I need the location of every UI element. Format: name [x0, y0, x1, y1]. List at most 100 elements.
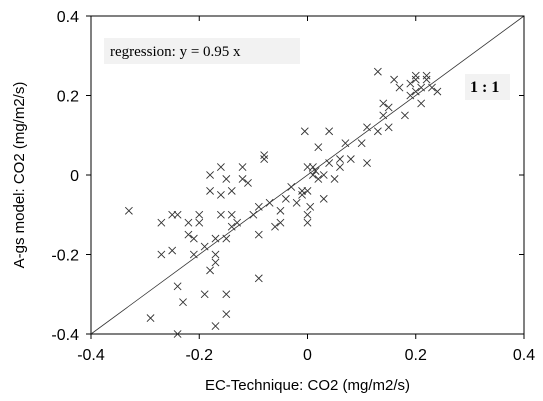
- data-point: [254, 202, 263, 211]
- data-point: [411, 71, 420, 80]
- data-point: [384, 103, 393, 112]
- data-point: [357, 139, 366, 148]
- data-point: [227, 222, 236, 231]
- data-point: [206, 171, 214, 179]
- data-point: [200, 242, 209, 251]
- data-point: [206, 186, 214, 195]
- data-point: [417, 83, 426, 92]
- data-point: [211, 258, 220, 267]
- y-tick-label: 0.2: [57, 89, 79, 106]
- y-tick-label: 0.4: [57, 9, 79, 26]
- data-point: [168, 246, 177, 255]
- data-point: [300, 127, 309, 136]
- data-point: [325, 159, 334, 167]
- data-point: [184, 230, 193, 239]
- data-point: [222, 290, 231, 299]
- data-point: [428, 83, 436, 92]
- data-point: [363, 123, 371, 132]
- data-point: [195, 210, 204, 219]
- data-point: [306, 202, 315, 211]
- x-tick-label: 0.4: [513, 347, 535, 364]
- data-point: [222, 310, 231, 319]
- data-point: [189, 250, 198, 259]
- data-point: [319, 171, 328, 179]
- data-point: [211, 234, 220, 243]
- data-point: [173, 330, 182, 338]
- data-point: [401, 111, 409, 120]
- data-point: [379, 111, 388, 120]
- x-tick-label: 0: [303, 347, 312, 364]
- data-point: [373, 67, 382, 76]
- y-axis-title: A-gs model: CO2 (mg/m2/s): [11, 82, 28, 269]
- regression-annotation: regression: y = 0.95 x: [110, 44, 241, 60]
- data-point: [308, 163, 317, 171]
- data-point: [363, 159, 371, 167]
- y-tick-label: -0.2: [51, 248, 79, 265]
- data-point: [287, 183, 296, 191]
- data-point: [281, 194, 290, 203]
- data-point: [276, 206, 285, 215]
- data-point: [254, 230, 263, 239]
- x-axis-ticks: -0.4 -0.2 0 0.2 0.4: [77, 16, 535, 364]
- data-point: [157, 218, 166, 227]
- data-point: [184, 218, 193, 227]
- data-point: [271, 222, 279, 231]
- data-point: [222, 234, 231, 243]
- data-point: [260, 155, 269, 164]
- data-point: [406, 91, 415, 100]
- x-tick-label: -0.2: [185, 347, 213, 364]
- data-point: [238, 175, 247, 183]
- data-point: [124, 206, 133, 215]
- data-point: [411, 75, 420, 84]
- data-point: [319, 194, 328, 203]
- data-point: [390, 75, 399, 84]
- data-point: [173, 210, 182, 219]
- data-point: [222, 175, 231, 183]
- data-point: [195, 218, 204, 227]
- data-point: [311, 167, 320, 175]
- x-tick-label: -0.4: [77, 347, 105, 364]
- data-point: [211, 250, 220, 259]
- data-point: [211, 322, 220, 330]
- data-point: [303, 186, 312, 195]
- data-point: [276, 218, 285, 227]
- data-point: [173, 282, 182, 291]
- data-points: [124, 67, 442, 338]
- data-point: [254, 274, 263, 283]
- plot-area: [90, 15, 525, 338]
- y-tick-label: -0.4: [51, 327, 79, 344]
- data-point: [206, 266, 214, 275]
- data-point: [146, 314, 155, 323]
- data-point: [260, 151, 269, 160]
- one-to-one-line: [90, 15, 525, 335]
- data-point: [330, 175, 339, 183]
- data-point: [179, 298, 187, 307]
- data-point: [325, 127, 334, 136]
- data-point: [303, 218, 312, 227]
- data-point: [298, 190, 307, 199]
- data-point: [238, 163, 247, 171]
- data-point: [406, 79, 415, 88]
- data-point: [303, 210, 312, 219]
- data-point: [227, 210, 236, 219]
- data-point: [216, 163, 225, 171]
- regression-annotation-background: [104, 38, 300, 64]
- data-point: [314, 143, 323, 152]
- data-point: [308, 171, 317, 179]
- data-point: [422, 71, 431, 80]
- data-point: [227, 186, 236, 195]
- data-point: [373, 127, 382, 136]
- data-point: [157, 250, 166, 259]
- data-point: [417, 99, 426, 108]
- data-point: [216, 210, 225, 219]
- data-point: [216, 190, 225, 199]
- data-point: [433, 87, 442, 96]
- x-axis-title: EC-Technique: CO2 (mg/m2/s): [205, 377, 410, 394]
- data-point: [314, 175, 323, 183]
- data-point: [292, 198, 301, 207]
- data-point: [346, 155, 355, 164]
- data-point: [336, 155, 344, 164]
- data-point: [341, 139, 350, 148]
- data-point: [422, 75, 431, 84]
